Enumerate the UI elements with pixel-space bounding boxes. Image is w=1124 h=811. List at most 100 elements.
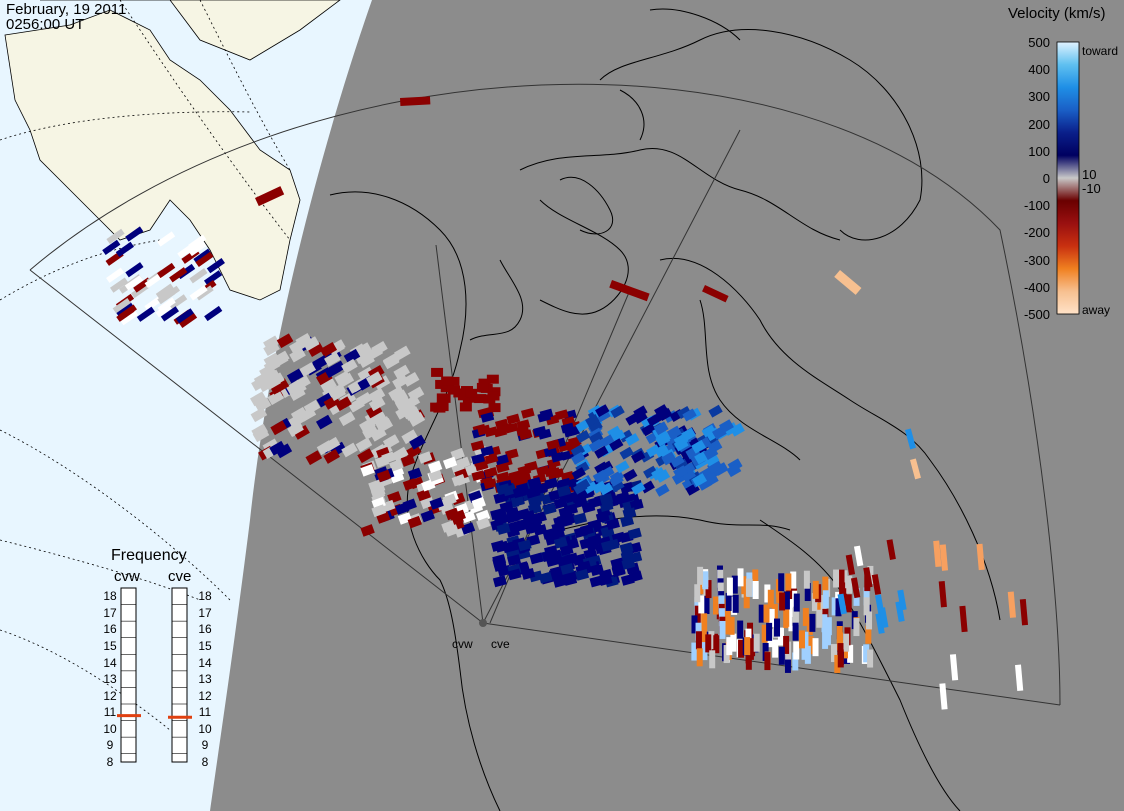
velocity-cell (640, 480, 655, 494)
velocity-cell (250, 391, 267, 407)
velocity-cell (529, 552, 544, 565)
velocity-cell (594, 445, 609, 459)
velocity-cell (189, 285, 208, 301)
velocity-cell (169, 294, 188, 310)
velocity-cell (863, 597, 870, 616)
velocity-cell (400, 454, 416, 467)
frequency-tick-label: 9 (201, 738, 209, 753)
velocity-cell (507, 568, 522, 581)
velocity-cell (488, 403, 501, 413)
velocity-cell (707, 459, 722, 474)
velocity-cell (809, 613, 816, 632)
velocity-cell (470, 440, 485, 452)
velocity-cell (609, 438, 624, 452)
velocity-cell (777, 627, 784, 646)
velocity-cell (516, 419, 531, 431)
velocity-cell (268, 372, 285, 388)
velocity-cell (700, 627, 707, 646)
velocity-cell (691, 642, 698, 661)
velocity-cell (767, 589, 774, 608)
velocity-cell (177, 243, 196, 259)
velocity-cell (341, 358, 358, 374)
velocity-cell (542, 503, 557, 515)
velocity-cell (713, 462, 729, 476)
velocity-cell (295, 333, 313, 348)
velocity-cell (625, 412, 640, 426)
velocity-cell (834, 269, 862, 295)
velocity-cell (853, 618, 860, 637)
colorbar-tick-label: 400 (1028, 62, 1050, 78)
velocity-cell (559, 544, 574, 556)
velocity-cell (544, 477, 559, 490)
velocity-cell (682, 408, 697, 422)
velocity-cell (459, 402, 472, 412)
velocity-cell (553, 497, 568, 510)
velocity-cell (600, 434, 615, 448)
velocity-cell (528, 521, 542, 534)
velocity-cell (573, 526, 588, 539)
velocity-cell (431, 367, 444, 377)
velocity-cell (368, 479, 383, 492)
velocity-cell (490, 508, 504, 521)
colorbar-tick-label: 100 (1028, 143, 1050, 159)
velocity-cell (299, 362, 317, 377)
velocity-cell (471, 453, 485, 465)
velocity-cell (553, 536, 568, 549)
velocity-cell (471, 470, 486, 482)
velocity-cell (850, 577, 861, 599)
velocity-cell (341, 442, 358, 458)
velocity-cell (376, 469, 392, 483)
cve-frequency-bar (171, 587, 188, 763)
velocity-cell (382, 354, 400, 370)
velocity-cell (846, 575, 853, 594)
velocity-cell (610, 479, 625, 493)
velocity-cell (583, 480, 598, 494)
velocity-cell (193, 248, 212, 264)
velocity-cell (334, 370, 352, 386)
velocity-cell (654, 443, 670, 458)
velocity-cell (620, 515, 635, 528)
velocity-cell (730, 633, 737, 652)
cvw-frequency-bar (120, 587, 137, 763)
velocity-cell (157, 262, 176, 279)
velocity-cell (621, 557, 636, 570)
velocity-cell (741, 576, 748, 595)
velocity-cell (691, 615, 698, 634)
velocity-cell (845, 554, 856, 576)
velocity-cell (275, 443, 293, 459)
velocity-cell (570, 451, 586, 465)
velocity-cell (445, 507, 460, 521)
velocity-cell (510, 495, 525, 508)
velocity-cell (590, 564, 605, 577)
velocity-cell (575, 419, 590, 433)
velocity-cell (726, 637, 733, 656)
velocity-cell (587, 496, 602, 509)
velocity-cell (938, 580, 947, 608)
velocity-cell (294, 375, 311, 391)
frequency-tick-label: 10 (198, 721, 212, 736)
velocity-cell (749, 638, 756, 657)
velocity-cell (866, 611, 873, 630)
frequency-tick-label: 14 (103, 655, 117, 670)
velocity-cell (338, 411, 356, 427)
velocity-cell (499, 501, 514, 513)
velocity-cell (743, 590, 750, 609)
velocity-cell (691, 439, 707, 454)
velocity-cell (631, 482, 646, 496)
velocity-cell (655, 483, 670, 497)
velocity-cell (302, 336, 320, 352)
velocity-cell (536, 465, 550, 477)
velocity-cell (539, 408, 554, 420)
colorbar-title: Velocity (km/s) (1008, 5, 1106, 22)
velocity-cell (764, 584, 771, 603)
velocity-cell (949, 654, 959, 681)
velocity-cell (622, 507, 637, 520)
frequency-gauges (117, 587, 192, 763)
cve-gauge-label: cve (168, 568, 192, 585)
velocity-cell (206, 258, 225, 274)
velocity-cell (460, 522, 476, 535)
velocity-cell (674, 458, 689, 472)
velocity-cell (556, 485, 571, 497)
velocity-cell (493, 560, 508, 572)
frequency-tick-label: 13 (103, 672, 117, 687)
